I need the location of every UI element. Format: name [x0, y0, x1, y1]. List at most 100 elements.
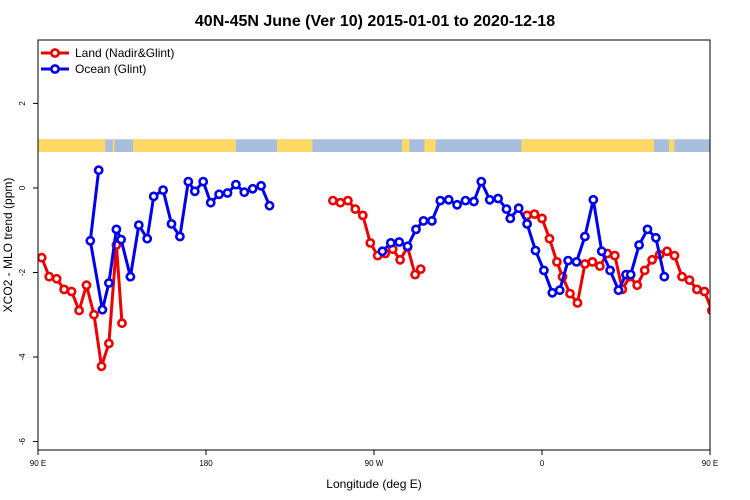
- data-point: [222, 188, 233, 198]
- data-point: [529, 209, 540, 219]
- data-point: [677, 271, 687, 282]
- data-point: [402, 241, 413, 252]
- data-point: [335, 197, 346, 208]
- y-axis: 2 0 -2 -4 -6: [18, 101, 38, 445]
- data-point: [505, 213, 516, 224]
- data-point: [720, 237, 727, 244]
- y-axis-label: XCO2 - MLO trend (ppm): [1, 178, 15, 313]
- data-point: [183, 176, 194, 187]
- data-point: [476, 176, 487, 187]
- x-axis-label: Longitude (deg E): [326, 477, 421, 491]
- land-segment: [521, 139, 654, 153]
- data-point: [239, 187, 250, 198]
- data-point: [642, 224, 653, 235]
- land-segment: [112, 139, 115, 153]
- data-point: [198, 176, 209, 187]
- data-point: [595, 261, 605, 271]
- data-point: [452, 199, 462, 210]
- data-point: [530, 245, 541, 256]
- data-point: [365, 237, 376, 248]
- land-segment: [38, 139, 106, 153]
- data-point: [625, 269, 636, 280]
- data-point: [89, 309, 99, 320]
- data-point: [684, 275, 695, 285]
- data-point: [435, 195, 446, 206]
- data-point: [522, 218, 532, 229]
- data-point: [117, 318, 127, 329]
- data-point: [647, 254, 657, 265]
- data-point: [377, 246, 388, 257]
- data-point: [731, 363, 738, 370]
- x-tick-label: 180: [199, 459, 213, 468]
- data-point: [733, 306, 740, 313]
- data-point: [544, 233, 555, 244]
- data-point: [699, 286, 710, 297]
- data-point: [158, 185, 168, 195]
- data-point: [707, 305, 710, 316]
- land-ocean-band: [38, 139, 710, 153]
- data-point: [587, 256, 598, 267]
- data-point: [350, 204, 361, 214]
- y-tick-label: 0: [18, 185, 27, 190]
- data-point: [572, 297, 583, 308]
- data-point: [580, 259, 590, 269]
- data-point: [571, 256, 582, 267]
- data-point: [501, 204, 512, 214]
- land-segment: [424, 139, 436, 153]
- data-point: [632, 280, 643, 291]
- data-point: [59, 284, 69, 295]
- data-point: [205, 197, 216, 208]
- data-point: [539, 265, 549, 276]
- data-point: [552, 256, 562, 267]
- data-point: [443, 194, 454, 205]
- data-point: [51, 273, 62, 284]
- y-tick-label: 2: [18, 101, 27, 106]
- data-point: [327, 195, 338, 206]
- data-point: [565, 288, 575, 299]
- data-point: [651, 232, 661, 243]
- data-point: [395, 254, 405, 265]
- data-point: [426, 215, 437, 226]
- data-point: [537, 213, 547, 224]
- data-point: [38, 252, 47, 263]
- data-point: [142, 233, 153, 244]
- series-layer: [38, 165, 750, 372]
- y-tick-label: -2: [18, 268, 27, 276]
- x-tick-label: 90 E: [702, 459, 718, 468]
- legend-label: Land (Nadir&Glint): [75, 46, 174, 60]
- data-point: [662, 246, 672, 257]
- data-point: [716, 282, 723, 289]
- legend-label: Ocean (Glint): [75, 62, 146, 76]
- data-point: [554, 285, 565, 296]
- data-point: [385, 237, 396, 248]
- data-point: [563, 255, 573, 266]
- data-point: [634, 240, 644, 250]
- data-point: [44, 271, 55, 282]
- data-point: [415, 264, 426, 274]
- data-point: [588, 194, 599, 205]
- data-point: [493, 193, 503, 204]
- data-point: [418, 215, 429, 226]
- data-point: [669, 250, 680, 261]
- y-tick-label: -4: [18, 353, 27, 361]
- x-tick-label: 90 E: [30, 459, 46, 468]
- data-point: [513, 203, 524, 214]
- data-point: [104, 278, 114, 288]
- data-point: [148, 191, 159, 202]
- land-segment: [133, 139, 236, 153]
- data-point: [214, 189, 224, 200]
- data-point: [746, 241, 750, 248]
- legend: Land (Nadir&Glint) Ocean (Glint): [41, 46, 174, 76]
- data-point: [111, 224, 122, 235]
- data-point: [460, 195, 471, 206]
- legend-marker: [50, 64, 60, 74]
- data-point: [85, 235, 96, 246]
- land-segment: [668, 139, 675, 153]
- data-point: [484, 194, 495, 205]
- land-segment: [402, 139, 410, 153]
- data-point: [116, 234, 126, 245]
- series-line-1: [723, 170, 750, 310]
- data-point: [342, 195, 353, 206]
